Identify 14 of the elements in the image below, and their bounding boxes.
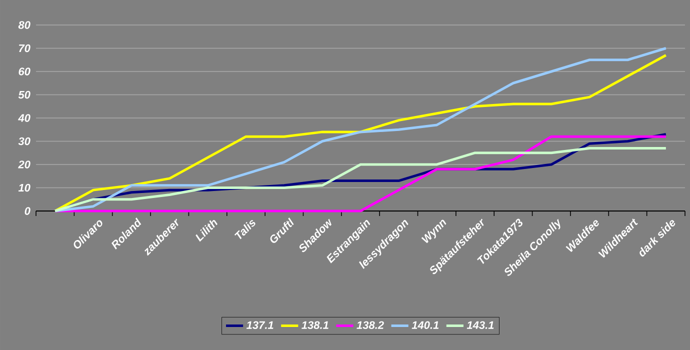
y-tick-label: 50 <box>18 90 30 99</box>
y-tick-label: 80 <box>18 21 30 29</box>
legend-label: 138.1 <box>302 321 328 329</box>
y-tick-label: 70 <box>19 44 30 52</box>
legend-label: 137.1 <box>246 321 274 329</box>
y-tick-label: 60 <box>18 68 30 76</box>
y-tick-label: 20 <box>18 160 30 168</box>
y-tick-label: 30 <box>18 137 30 146</box>
y-tick-label: 0 <box>24 207 30 215</box>
y-tick-label: 40 <box>18 114 30 122</box>
legend-label: 143.1 <box>466 321 494 329</box>
legend-label: 140.1 <box>412 321 439 329</box>
legend-label: 138.2 <box>356 321 384 329</box>
y-tick-label: 10 <box>18 184 30 192</box>
